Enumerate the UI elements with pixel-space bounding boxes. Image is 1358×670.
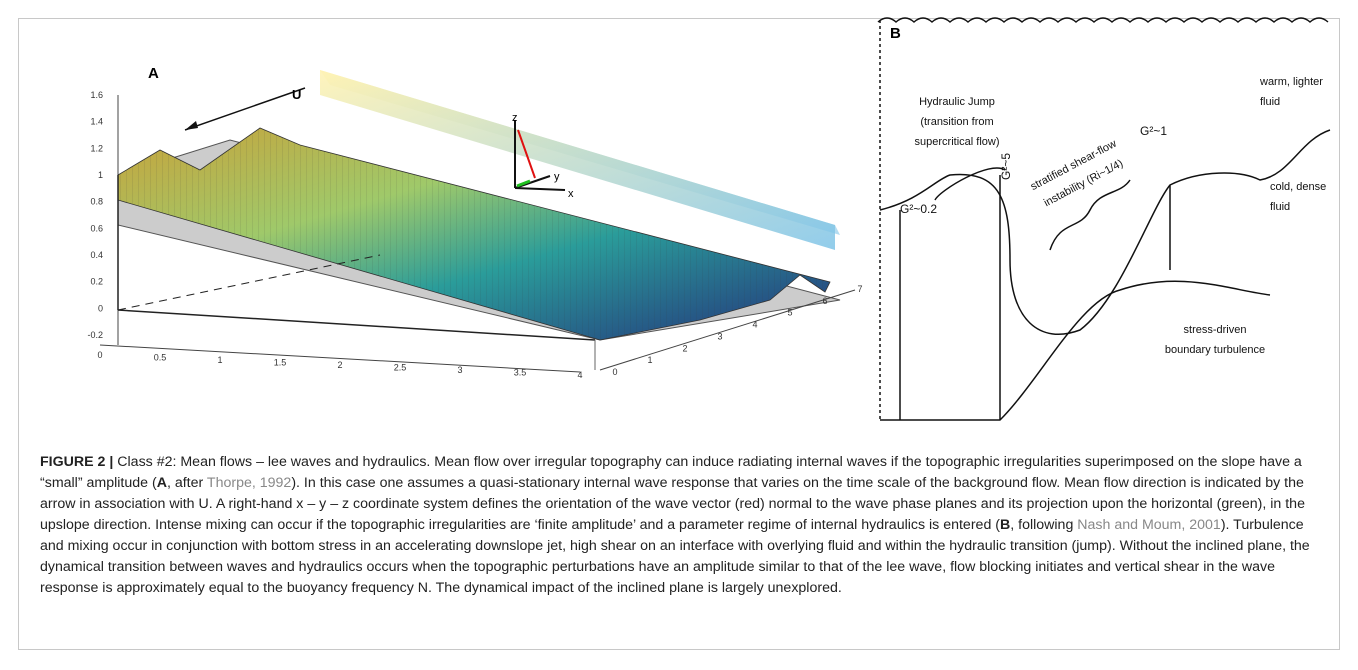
panel-b-sketch — [877, 17, 1331, 421]
figure-label: FIGURE 2 | — [40, 454, 114, 470]
tick-label: 2 — [337, 360, 342, 370]
diagram-label: fluid — [1260, 96, 1280, 108]
diagram-label: G²~0.2 — [900, 202, 937, 216]
tick-label: 7 — [857, 284, 862, 294]
tick-label: 0.6 — [90, 223, 103, 233]
panel-label: B — [890, 25, 901, 42]
tick-label: 1 — [647, 355, 652, 365]
annotation: x — [568, 188, 574, 200]
figure: A U z y x B Hydraulic Jump (transition fr… — [87, 17, 1331, 421]
reference-link[interactable]: Nash and Moum, 2001 — [1077, 517, 1221, 533]
diagram-label: stress-driven — [1184, 324, 1247, 336]
tick-label: 0.2 — [90, 277, 103, 287]
tick-label: 0.8 — [90, 197, 103, 207]
tick-label: 1 — [98, 170, 103, 180]
tick-label: 1.5 — [274, 358, 287, 368]
annotation: y — [554, 171, 560, 183]
tick-label: 5 — [787, 308, 792, 318]
caption-text: , following — [1010, 517, 1078, 533]
diagram-label: G²~5 — [999, 153, 1013, 180]
tick-label: 3.5 — [514, 368, 527, 378]
diagram-label: G²~1 — [1140, 124, 1167, 138]
tick-label: 1.2 — [90, 143, 103, 153]
caption-text: Class #2: Mean flows – lee waves and hyd… — [40, 454, 1302, 491]
caption-text: ). In this case one assumes a quasi-stat… — [40, 475, 1305, 533]
reference-link[interactable]: Thorpe, 1992 — [206, 475, 292, 491]
panel-b-labels: Hydraulic Jump (transition from supercriti… — [900, 76, 1326, 356]
tick-label: 1.4 — [90, 117, 103, 127]
tick-label: 0.5 — [154, 353, 167, 363]
caption-text: , after — [166, 475, 207, 491]
diagram-label: supercritical flow) — [915, 136, 1000, 148]
tick-label: 4 — [752, 320, 757, 330]
panel-label: A — [148, 65, 159, 82]
tick-label: 2.5 — [394, 363, 407, 373]
annotation: z — [512, 112, 518, 124]
tick-label: 1.6 — [90, 90, 103, 100]
caption-text: ). Turbulence and mixing occur in conjun… — [40, 517, 1310, 596]
figure-frame — [18, 18, 1340, 650]
axis-ticks: 1.6 1.4 1.2 1 0.8 0.6 0.4 0.2 0 -0.2 0 0.5 1 1.5 2 2.5 3… — [87, 90, 862, 380]
caption-bold: A — [156, 475, 167, 491]
tick-label: 3 — [457, 365, 462, 375]
tick-label: 2 — [682, 343, 687, 353]
tick-label: -0.2 — [87, 330, 103, 340]
tick-label: 0.4 — [90, 250, 103, 260]
annotation: U — [292, 87, 301, 102]
tick-label: 1 — [217, 355, 222, 365]
caption: FIGURE 2 | Class #2: Mean flows – lee wa… — [40, 452, 1330, 599]
diagram-label: fluid — [1270, 201, 1290, 213]
tick-label: 0 — [98, 303, 103, 313]
diagram-label: Hydraulic Jump — [919, 96, 995, 108]
diagram-label: cold, dense — [1270, 181, 1326, 193]
tick-label: 0 — [612, 367, 617, 377]
diagram-label: (transition from — [920, 116, 993, 128]
diagram-label: warm, lighter — [1259, 76, 1323, 88]
diagram-label: boundary turbulence — [1165, 344, 1265, 356]
tick-label: 4 — [577, 370, 582, 380]
tick-label: 0 — [97, 350, 102, 360]
tick-label: 6 — [822, 296, 827, 306]
panel-a-plot — [99, 70, 856, 373]
caption-bold: B — [1000, 517, 1011, 533]
tick-label: 3 — [717, 331, 722, 341]
